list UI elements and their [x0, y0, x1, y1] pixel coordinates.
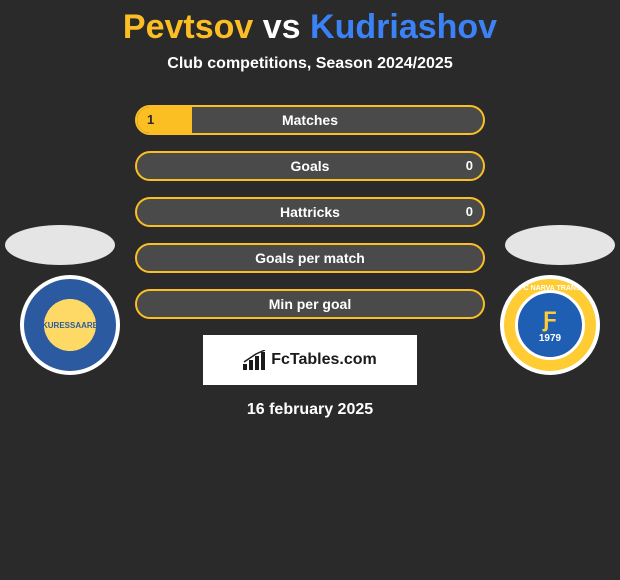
stat-bar: Hattricks0 [135, 197, 485, 227]
stat-bar: Goals0 [135, 151, 485, 181]
brand-text: FcTables.com [271, 351, 377, 369]
brand-box[interactable]: FcTables.com [203, 335, 417, 385]
club-badge-letter: Ƒ [543, 307, 556, 333]
stat-bar: Matches1 [135, 105, 485, 135]
club-badge-inner-right: Ƒ 1979 [515, 290, 585, 360]
stat-label: Matches [137, 107, 483, 133]
player1-name: Pevtsov [123, 8, 253, 46]
stat-label: Hattricks [137, 199, 483, 225]
player2-photo-placeholder [505, 225, 615, 265]
comparison-widget: Pevtsov vs Kudriashov Club competitions,… [0, 0, 620, 419]
stat-bar: Goals per match [135, 243, 485, 273]
player2-club-badge: FC NARVA TRANS Ƒ 1979 [500, 275, 600, 375]
club-badge-text-left: KURESSAARE [40, 295, 100, 355]
player1-photo-placeholder [5, 225, 115, 265]
stat-label: Min per goal [137, 291, 483, 317]
bar-chart-icon [243, 350, 267, 370]
stat-label: Goals [137, 153, 483, 179]
stat-value-right: 0 [466, 153, 473, 179]
club-badge-year: 1979 [539, 333, 561, 344]
club-ring-text: FC NARVA TRANS [519, 285, 580, 292]
stat-bars: Matches1Goals0Hattricks0Goals per matchM… [135, 105, 485, 319]
date-text: 16 february 2025 [0, 401, 620, 419]
stat-value-left: 1 [147, 107, 154, 133]
page-title: Pevtsov vs Kudriashov [0, 8, 620, 47]
stat-value-right: 0 [466, 199, 473, 225]
player2-name: Kudriashov [310, 8, 497, 46]
player1-club-badge: KURESSAARE [20, 275, 120, 375]
content-area: KURESSAARE FC NARVA TRANS Ƒ 1979 Matches… [0, 105, 620, 419]
stat-label: Goals per match [137, 245, 483, 271]
subtitle: Club competitions, Season 2024/2025 [0, 55, 620, 73]
stat-bar: Min per goal [135, 289, 485, 319]
vs-text: vs [263, 8, 301, 46]
